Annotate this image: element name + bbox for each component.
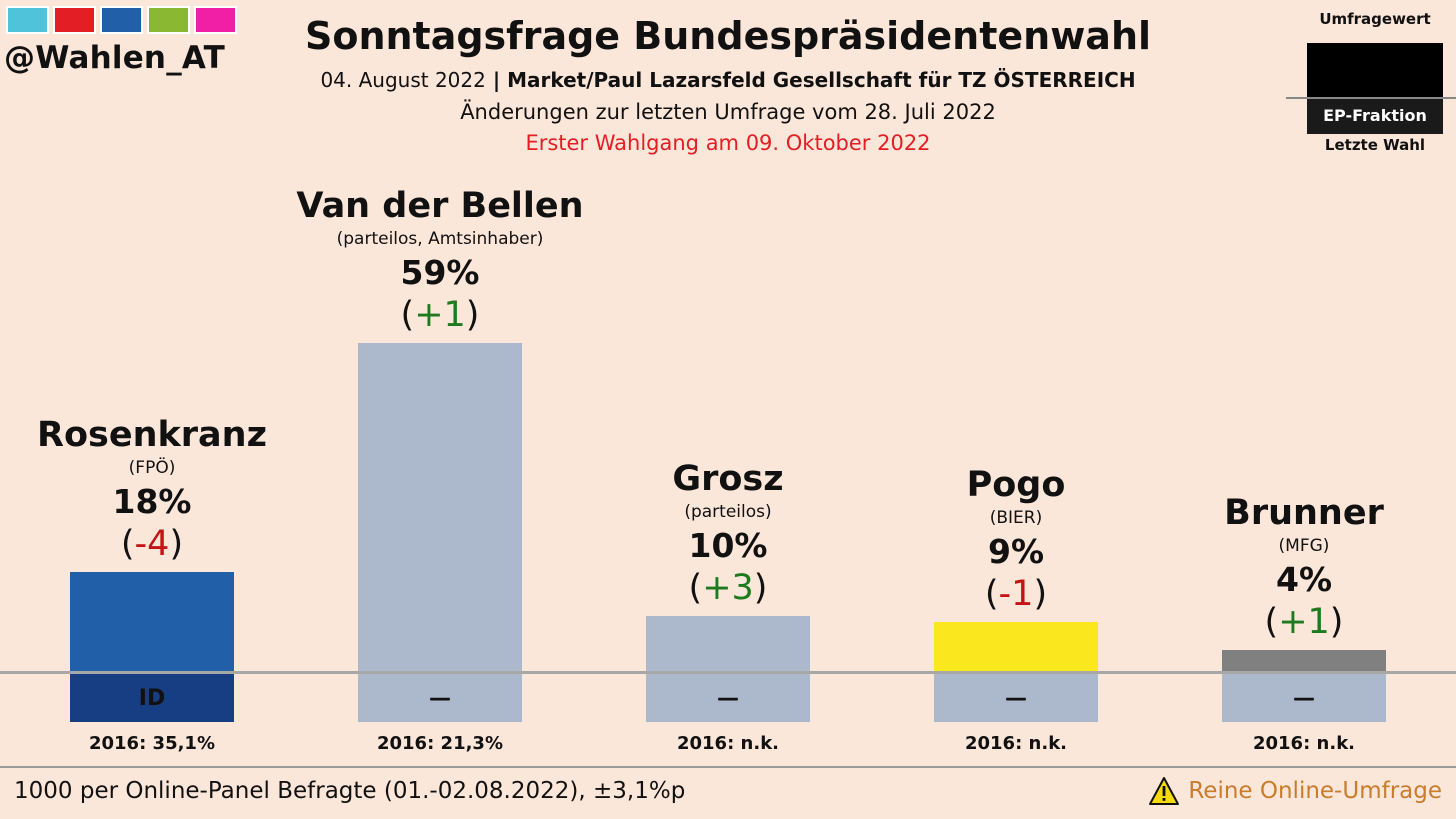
change-value: +1 — [414, 295, 466, 335]
logo-swatch-cyan — [6, 6, 49, 34]
candidate-name: Grosz — [672, 459, 784, 500]
group-bar: — — [934, 674, 1098, 722]
group-bar: — — [1222, 674, 1386, 722]
candidate-name: Van der Bellen — [296, 186, 584, 226]
previous-result: 2016: n.k. — [1252, 733, 1356, 754]
footer-divider — [0, 766, 1456, 768]
footer-warning: Reine Online-Umfrage — [1148, 776, 1442, 806]
change-label: (+1) — [1154, 600, 1454, 644]
paren-close: ) — [169, 523, 184, 564]
paren-open: ( — [688, 568, 703, 609]
bar-pogo — [934, 621, 1098, 672]
footer-sample-info: 1000 per Online-Panel Befragte (01.-02.0… — [14, 778, 686, 804]
group-label: ID — [138, 685, 166, 711]
paren-close: ) — [753, 568, 768, 609]
legend-bottom-label: Letzte Wahl — [1324, 136, 1426, 154]
candidate-name: Brunner — [1224, 492, 1384, 533]
group-bar: ID — [70, 674, 234, 722]
group-label: — — [1005, 685, 1027, 711]
change-value: +1 — [1278, 601, 1330, 642]
candidate-name: Rosenkranz — [37, 414, 267, 455]
value-label: 4% — [1275, 559, 1333, 599]
previous-result: 2016: 21,3% — [376, 733, 503, 754]
candidate-label: Grosz (parteilos) 10% (+3) — [578, 459, 878, 610]
candidate-party: (parteilos) — [684, 502, 772, 523]
paren-close: ) — [1033, 573, 1048, 614]
candidate-label: Rosenkranz (FPÖ) 18% (-4) — [2, 415, 302, 566]
candidate-party: (parteilos, Amtsinhaber) — [336, 229, 544, 249]
value-label: 18% — [112, 481, 192, 521]
warning-text: Reine Online-Umfrage — [1188, 778, 1442, 804]
group-label: — — [717, 685, 739, 711]
warning-triangle-icon — [1149, 777, 1180, 805]
change-label: (+1) — [290, 293, 590, 337]
bar-brunner — [1222, 649, 1386, 672]
legend-middle-label: EP-Fraktion — [1307, 99, 1443, 134]
separator: | — [485, 68, 508, 92]
value-label: 9% — [987, 531, 1045, 571]
page-title: Sonntagsfrage Bundespräsidentenwahl — [304, 14, 1152, 58]
bar-grosz — [646, 616, 810, 672]
candidate-label: Brunner (MFG) 4% (+1) — [1154, 493, 1454, 644]
candidate-party: (FPÖ) — [128, 457, 176, 478]
logo-swatch-red — [53, 6, 96, 34]
previous-result: 2016: n.k. — [676, 733, 780, 754]
change-note: Änderungen zur letzten Umfrage vom 28. J… — [460, 100, 996, 124]
value-label: 10% — [688, 526, 768, 566]
legend-top-label: Umfragewert — [1319, 10, 1431, 28]
legend-baseline — [1286, 97, 1456, 99]
paren-open: ( — [984, 573, 999, 614]
bar-rosenkranz — [70, 571, 234, 672]
candidate-name: Pogo — [966, 464, 1066, 505]
paren-open: ( — [120, 523, 135, 564]
logo-text: @Wahlen_AT — [4, 40, 226, 76]
chart-baseline — [0, 671, 1456, 674]
logo-swatch-blue — [100, 6, 143, 34]
group-bar: — — [358, 674, 522, 722]
change-value: +3 — [702, 568, 754, 609]
logo-swatch-green — [147, 6, 190, 34]
previous-result: 2016: 35,1% — [88, 733, 215, 754]
change-value: -1 — [998, 573, 1034, 614]
change-label: (-1) — [866, 572, 1166, 616]
poll-institute: Market/Paul Lazarsfeld Gesellschaft für … — [507, 68, 1136, 92]
candidate-party: (BIER) — [989, 507, 1043, 528]
paren-close: ) — [1329, 601, 1344, 642]
change-label: (+3) — [578, 566, 878, 610]
election-note: Erster Wahlgang am 09. Oktober 2022 — [525, 131, 931, 155]
change-label: (-4) — [2, 522, 302, 566]
candidate-label: Van der Bellen (parteilos, Amtsinhaber) 59… — [290, 186, 590, 337]
change-value: -4 — [134, 523, 170, 564]
legend-poll-swatch — [1307, 43, 1443, 98]
paren-close: ) — [465, 295, 480, 335]
bar-van-der-bellen — [358, 343, 522, 672]
subtitle-date-institute: 04. August 2022 | Market/Paul Lazarsfeld… — [0, 68, 1456, 92]
logo-swatch-pink — [194, 6, 237, 34]
group-label: — — [1293, 685, 1315, 711]
candidate-label: Pogo (BIER) 9% (-1) — [866, 465, 1166, 616]
value-label: 59% — [400, 253, 480, 292]
poll-date: 04. August 2022 — [320, 68, 486, 92]
paren-open: ( — [400, 295, 415, 335]
candidate-party: (MFG) — [1278, 535, 1330, 556]
group-label: — — [429, 685, 451, 711]
previous-result: 2016: n.k. — [964, 733, 1068, 754]
paren-open: ( — [1264, 601, 1279, 642]
group-bar: — — [646, 674, 810, 722]
